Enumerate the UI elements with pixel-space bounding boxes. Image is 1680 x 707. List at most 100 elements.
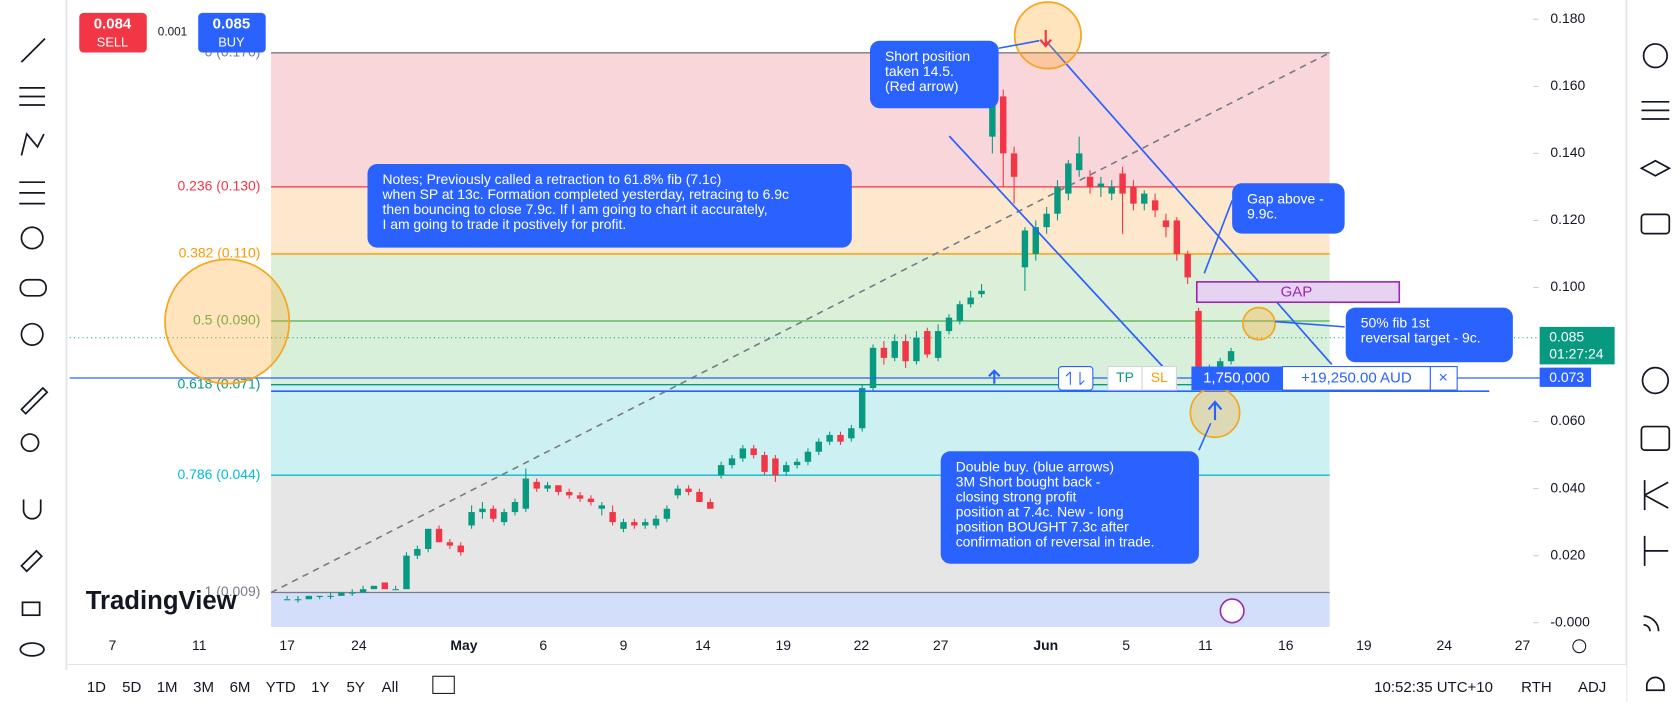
annotation-line: Double buy. (blue arrows) (956, 458, 1114, 474)
candle-body (793, 461, 801, 466)
lock-draw-tool[interactable] (20, 549, 43, 573)
range-btn[interactable]: YTD (266, 679, 296, 696)
candle-body (1141, 193, 1148, 204)
annotation-box (870, 40, 999, 109)
brush-tool[interactable] (20, 226, 44, 250)
annotation-line: closing strong profit (956, 488, 1077, 504)
close-box[interactable] (1429, 366, 1458, 391)
trend-tool[interactable] (20, 37, 46, 63)
buy-label: BUY (218, 34, 245, 49)
hide-tool[interactable] (19, 642, 45, 657)
fib-label: 0.786 (0.044) (178, 466, 261, 482)
emoji-tool[interactable] (20, 322, 44, 346)
calendar-icon[interactable] (1640, 425, 1671, 451)
lock-tool[interactable] (21, 601, 41, 617)
fib-tool[interactable] (19, 181, 45, 205)
candle-body (576, 495, 584, 499)
fib-label: 1 (0.009) (205, 583, 261, 599)
annotation-line: taken 14.5. (885, 62, 954, 78)
x-tick-label: 19 (775, 637, 791, 653)
range-btn[interactable]: 1D (87, 679, 106, 696)
candle-body (1021, 230, 1029, 268)
annotation-line: 9.9c. (1247, 205, 1277, 221)
target-icon[interactable] (1641, 366, 1670, 395)
range-btn[interactable]: 5Y (347, 679, 365, 696)
strategy-icon[interactable] (1643, 535, 1669, 566)
fib-zone (271, 253, 1330, 321)
annotation-text: Notes; Previously called a retraction to… (382, 171, 789, 232)
buy-btn[interactable] (198, 12, 266, 53)
lines-tool[interactable] (19, 87, 45, 106)
candle-body (717, 465, 725, 476)
layers-icon[interactable] (1639, 159, 1672, 177)
candle-body (913, 337, 920, 362)
date-range-icon[interactable] (432, 675, 455, 694)
axis-settings[interactable] (1572, 639, 1587, 654)
y-tick-label: 0.180 (1550, 10, 1585, 26)
candle-body (739, 448, 747, 459)
zoom-tool[interactable] (20, 433, 40, 453)
annotation-text: Short position taken 14.5. (Red arrow) (885, 47, 970, 93)
adjust[interactable]: ADJ (1578, 679, 1606, 696)
candle-body (555, 485, 562, 492)
session[interactable]: RTH (1521, 679, 1552, 696)
range-btn[interactable]: 1M (157, 679, 178, 696)
alerts-icon[interactable] (1642, 43, 1668, 69)
candle-body (305, 595, 313, 600)
range-btn[interactable]: 6M (230, 679, 251, 696)
candle-body (359, 589, 367, 593)
stream-icon[interactable] (1643, 615, 1660, 632)
candle-body (338, 592, 345, 596)
shape-tool[interactable] (19, 278, 47, 297)
candle-body (1075, 153, 1083, 171)
candle-body (869, 347, 877, 389)
close: × (1439, 369, 1448, 387)
candle-body (468, 512, 475, 526)
magnet-tool[interactable] (22, 499, 42, 520)
candle-body (891, 341, 898, 358)
y-tick-label: 0.140 (1550, 144, 1585, 160)
candle-body (1184, 253, 1191, 278)
annotation-text: Double buy. (blue arrows) 3M Short bought… (956, 458, 1155, 549)
candle-body (1065, 163, 1072, 194)
candle-body (728, 458, 736, 466)
ruler-tool[interactable] (20, 386, 49, 415)
sell-btn[interactable] (79, 12, 147, 53)
candle-body (349, 592, 356, 594)
red-arrow (1039, 30, 1052, 48)
range-btn[interactable]: 3M (193, 679, 214, 696)
blue-arrow (988, 369, 1223, 421)
swap-btn[interactable] (1058, 366, 1094, 391)
range-btn[interactable]: 1Y (311, 679, 329, 696)
chat-icon[interactable] (1640, 213, 1671, 235)
range-btn[interactable]: All (382, 679, 399, 696)
notifications-icon[interactable] (1645, 676, 1665, 692)
candle-body (511, 502, 519, 513)
annotation-line: I am going to trade it postively for pro… (383, 216, 627, 232)
x-tick-label: 22 (854, 637, 870, 653)
y-tick-label: 0.040 (1550, 479, 1585, 495)
fib-zones: 0 (0.170)0.236 (0.130)0.382 (0.110)0.5 (… (178, 43, 1330, 627)
sl-btn[interactable] (1141, 366, 1177, 391)
clock: 10:52:35 UTC+10 (1374, 679, 1493, 696)
ideas-icon[interactable] (1643, 480, 1669, 511)
candle-body (490, 508, 497, 519)
lightning (1219, 598, 1245, 624)
range-btn[interactable]: 5D (122, 679, 141, 696)
candle-body (848, 428, 855, 439)
pointer-line (1198, 423, 1212, 451)
candle-body (403, 555, 410, 590)
fib-trend (270, 52, 1331, 594)
candle-body (1173, 220, 1181, 254)
candle-body (674, 488, 681, 496)
candle-body (370, 585, 378, 590)
qty-box (1191, 366, 1283, 391)
annotation-line: Notes; Previously called a retraction to… (383, 171, 722, 187)
y-tick-label: 0.160 (1550, 77, 1585, 93)
watchlist-icon[interactable] (1641, 100, 1670, 120)
x-tick-label: 11 (1198, 637, 1213, 653)
pattern-tool[interactable] (20, 132, 45, 156)
candle-body (750, 448, 757, 456)
candle-body (1086, 176, 1094, 187)
annotation-box (1345, 307, 1513, 363)
